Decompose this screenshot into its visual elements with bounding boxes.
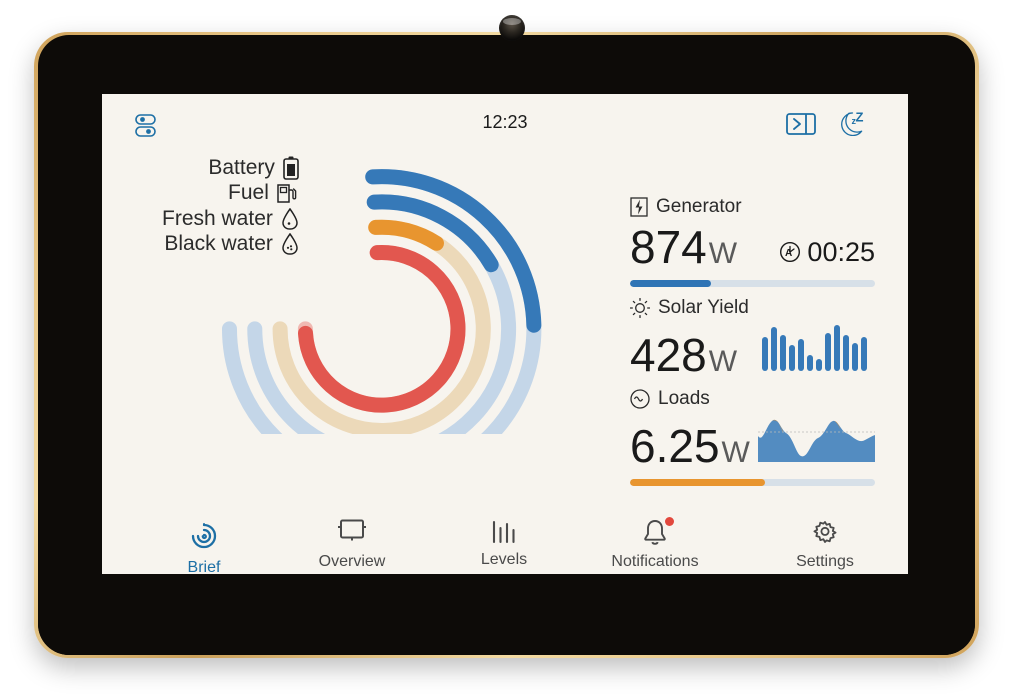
svg-text:Z: Z [856, 112, 864, 125]
svg-text:A: A [785, 248, 792, 259]
